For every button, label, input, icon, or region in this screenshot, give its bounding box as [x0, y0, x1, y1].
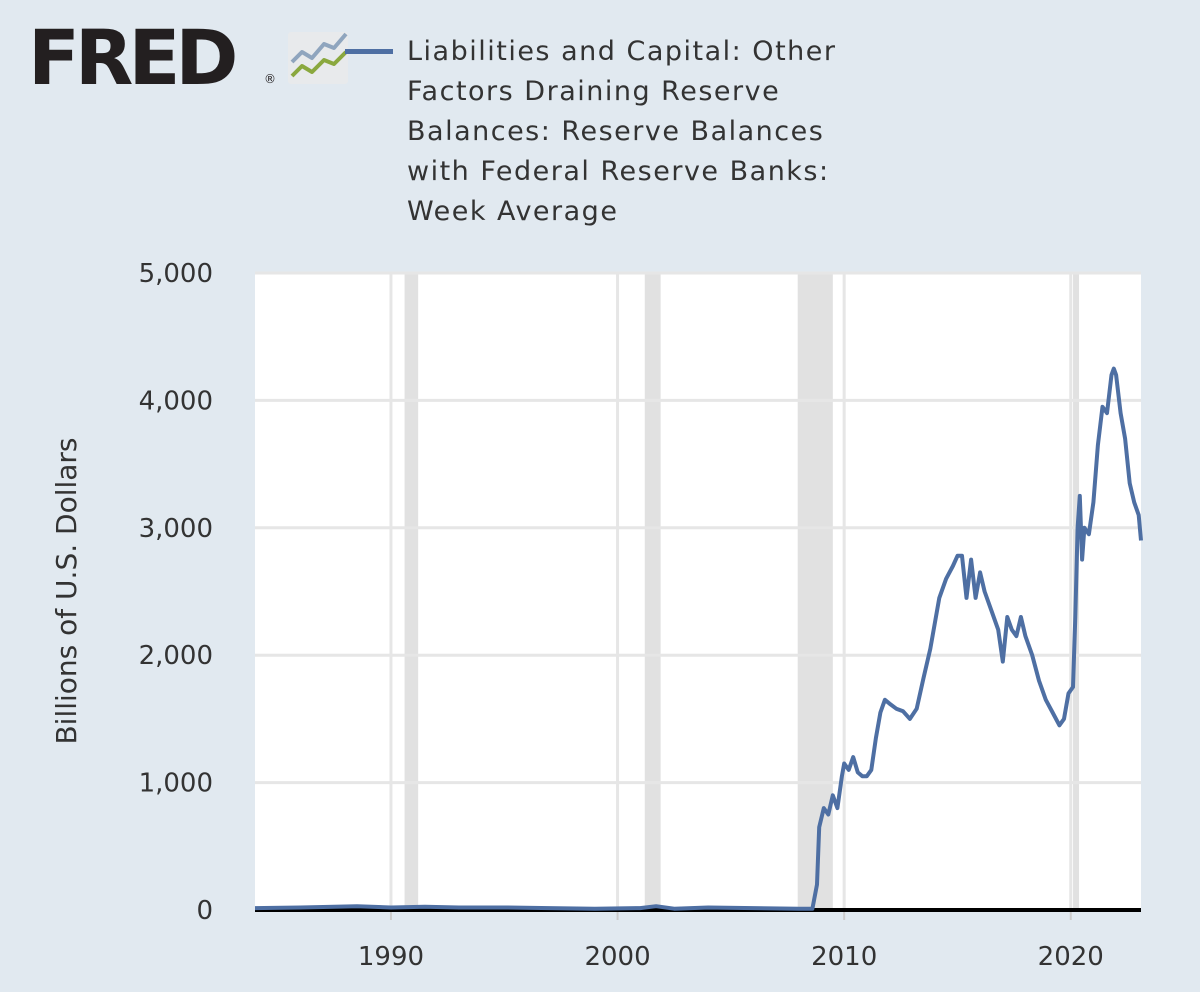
- x-tick-label: 2000: [584, 942, 650, 972]
- legend-swatch: [345, 49, 393, 54]
- series-line: [254, 366, 1143, 911]
- y-tick-label: 4,000: [139, 386, 213, 416]
- fred-logo-text: FRED: [28, 13, 238, 102]
- y-tick-label: 0: [196, 896, 213, 926]
- y-axis-ticks: 0 1,000 2,000 3,000 4,000 5,000: [139, 259, 213, 926]
- recession-band-2: [797, 273, 833, 910]
- legend-label: Liabilities and Capital: Other Factors D…: [407, 36, 837, 227]
- fred-graph-icon: [288, 32, 348, 84]
- registered-mark: ®: [264, 72, 276, 86]
- y-tick-label: 1,000: [139, 769, 213, 799]
- x-axis-ticks: 1990 2000 2010 2020: [358, 910, 1104, 972]
- y-tick-label: 5,000: [139, 259, 213, 289]
- plot-area: [255, 273, 1141, 910]
- x-tick-label: 2010: [811, 942, 877, 972]
- gridlines: [255, 271, 1141, 910]
- y-tick-label: 2,000: [139, 641, 213, 671]
- y-tick-label: 3,000: [139, 514, 213, 544]
- x-tick-label: 2020: [1038, 942, 1104, 972]
- x-tick-label: 1990: [358, 942, 424, 972]
- recession-band-1: [644, 273, 661, 910]
- recession-band-0: [404, 273, 419, 910]
- y-axis-title: Billions of U.S. Dollars: [50, 437, 83, 744]
- fred-logo[interactable]: FRED ®: [28, 18, 348, 98]
